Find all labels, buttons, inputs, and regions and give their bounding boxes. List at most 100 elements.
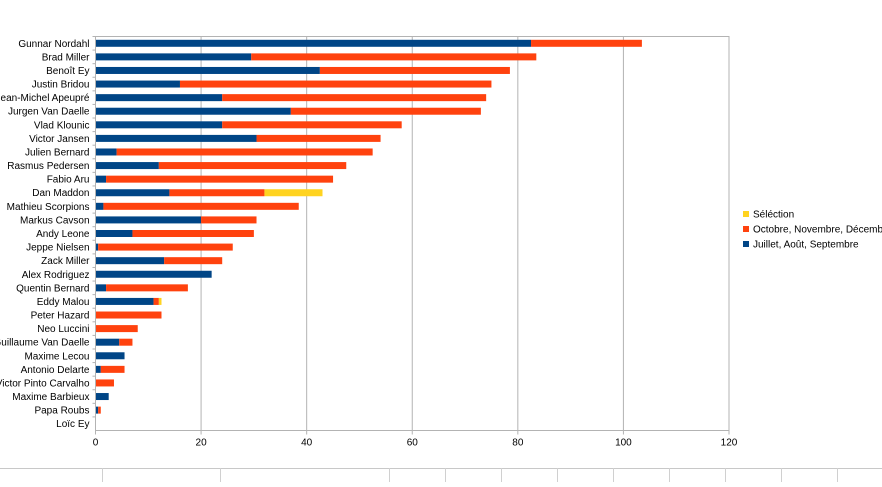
x-tick-label-5: 100 bbox=[615, 438, 632, 449]
y-tick-label-18: Alex Rodriguez bbox=[22, 270, 90, 281]
bar-1-4 bbox=[95, 80, 180, 88]
x-tick-label-2: 40 bbox=[301, 438, 313, 449]
y-tick-label-15: Andy Leone bbox=[36, 229, 90, 240]
y-tick-label-19: Quentin Bernard bbox=[16, 283, 89, 294]
y-tick-label-16: Jeppe Nielsen bbox=[26, 243, 89, 254]
bar-2-22 bbox=[95, 325, 138, 333]
bar-1-24 bbox=[95, 352, 125, 360]
y-tick-label-12: Dan Maddon bbox=[32, 188, 89, 199]
bar-2-6 bbox=[290, 107, 481, 115]
bar-2-4 bbox=[179, 80, 492, 88]
x-tick-label-4: 80 bbox=[512, 438, 524, 449]
bar-1-28 bbox=[95, 406, 99, 414]
bar-2-7 bbox=[222, 121, 402, 129]
y-tick-label-13: Mathieu Scorpions bbox=[7, 202, 90, 213]
bar-1-15 bbox=[95, 230, 133, 237]
y-tick-label-1: Gunnar Nordahl bbox=[18, 39, 89, 50]
bar-1-19 bbox=[95, 284, 107, 292]
bar-3-20 bbox=[158, 297, 162, 305]
legend-label-1: Séléction bbox=[753, 210, 794, 221]
bar-2-23 bbox=[119, 338, 133, 346]
bar-2-3 bbox=[319, 66, 510, 74]
y-tick-label-20: Eddy Malou bbox=[37, 297, 90, 308]
bar-1-20 bbox=[95, 297, 154, 305]
bar-1-2 bbox=[95, 53, 252, 61]
y-tick-label-27: Maxime Barbieux bbox=[12, 392, 89, 403]
bar-2-2 bbox=[251, 53, 537, 61]
bar-1-8 bbox=[95, 134, 257, 142]
y-tick-label-25: Antonio Delarte bbox=[21, 365, 90, 376]
y-tick-label-6: Jurgen Van Daelle bbox=[8, 107, 90, 118]
bar-2-11 bbox=[106, 175, 334, 183]
bar-1-9 bbox=[95, 148, 117, 156]
bar-2-13 bbox=[103, 202, 299, 210]
bar-2-10 bbox=[158, 162, 347, 170]
bar-1-10 bbox=[95, 162, 159, 170]
x-tick-label-6: 120 bbox=[721, 438, 738, 449]
bar-1-1 bbox=[95, 39, 532, 47]
legend-label-3: Juillet, Août, Septembre bbox=[753, 240, 859, 251]
y-tick-label-4: Justin Bridou bbox=[32, 80, 90, 91]
bar-2-19 bbox=[106, 284, 188, 292]
bar-1-25 bbox=[95, 365, 101, 373]
y-tick-label-29: Loïc Ey bbox=[56, 419, 89, 430]
bar-2-25 bbox=[100, 365, 125, 373]
legend-swatch-2 bbox=[743, 226, 749, 232]
bar-2-28 bbox=[98, 406, 101, 414]
bar-2-15 bbox=[132, 230, 254, 237]
y-tick-label-28: Papa Roubs bbox=[34, 406, 89, 417]
bar-1-16 bbox=[95, 243, 99, 251]
legend-swatch-1 bbox=[743, 211, 749, 217]
bar-2-26 bbox=[95, 379, 114, 387]
y-tick-label-10: Rasmus Pedersen bbox=[7, 161, 89, 172]
bar-2-5 bbox=[222, 94, 487, 102]
bar-1-5 bbox=[95, 94, 223, 102]
bar-1-14 bbox=[95, 216, 202, 224]
bar-2-1 bbox=[531, 39, 642, 47]
bar-1-11 bbox=[95, 175, 107, 183]
y-tick-label-21: Peter Hazard bbox=[31, 311, 90, 322]
bar-1-13 bbox=[95, 202, 104, 210]
y-tick-label-2: Brad Miller bbox=[42, 52, 90, 63]
y-tick-label-7: Vlad Klounic bbox=[34, 120, 90, 131]
bar-1-18 bbox=[95, 270, 212, 278]
bar-1-27 bbox=[95, 393, 109, 401]
bar-2-21 bbox=[95, 311, 162, 319]
bar-2-12 bbox=[169, 189, 265, 197]
y-tick-label-9: Julien Bernard bbox=[25, 147, 89, 158]
y-tick-label-3: Benoît Ey bbox=[46, 66, 89, 77]
x-tick-label-3: 60 bbox=[407, 438, 419, 449]
y-tick-label-8: Victor Jansen bbox=[29, 134, 89, 145]
y-tick-label-5: Jean-Michel Apeupré bbox=[0, 93, 90, 104]
bar-2-16 bbox=[98, 243, 233, 251]
bar-3-12 bbox=[264, 189, 323, 197]
bar-2-20 bbox=[153, 297, 159, 305]
x-tick-label-1: 20 bbox=[196, 438, 208, 449]
y-tick-label-24: Maxime Lecou bbox=[24, 351, 89, 362]
bar-2-8 bbox=[256, 134, 381, 142]
y-tick-label-14: Markus Cavson bbox=[20, 215, 89, 226]
y-tick-label-17: Zack Miller bbox=[41, 256, 90, 267]
bar-1-12 bbox=[95, 189, 170, 197]
sheet-ruler bbox=[0, 468, 882, 482]
bar-1-6 bbox=[95, 107, 291, 115]
bar-1-3 bbox=[95, 66, 320, 74]
y-tick-label-22: Neo Luccini bbox=[37, 324, 89, 335]
bar-2-14 bbox=[201, 216, 257, 224]
legend-swatch-3 bbox=[743, 241, 749, 247]
legend: Séléction Octobre, Novembre, Décembre Juil… bbox=[743, 210, 882, 251]
y-tick-label-23: Guillaume Van Daelle bbox=[0, 338, 90, 349]
bars bbox=[95, 39, 642, 414]
bar-2-9 bbox=[116, 148, 373, 156]
bar-1-7 bbox=[95, 121, 223, 129]
y-tick-label-26: Victor Pinto Carvalho bbox=[0, 378, 90, 389]
x-tick-label-0: 0 bbox=[93, 438, 99, 449]
y-tick-label-11: Fabio Aru bbox=[47, 175, 90, 186]
bar-1-23 bbox=[95, 338, 120, 346]
axes: Gunnar Nordahl Brad Miller Benoît Ey Justin… bbox=[0, 36, 738, 449]
legend-label-2: Octobre, Novembre, Décembre bbox=[753, 225, 882, 236]
bar-2-17 bbox=[164, 257, 223, 265]
bar-1-17 bbox=[95, 257, 165, 265]
